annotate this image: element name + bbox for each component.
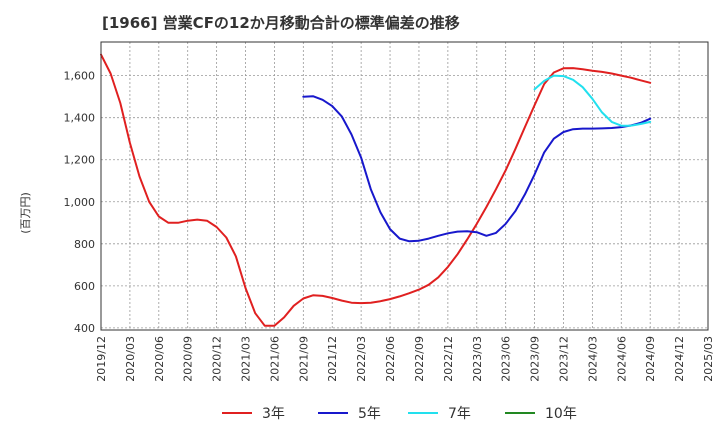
x-tick-label: 2023/12 <box>557 336 570 382</box>
y-tick-label: 600 <box>74 280 95 293</box>
x-tick-label: 2024/03 <box>586 336 599 382</box>
x-tick-label: 2021/09 <box>297 336 310 382</box>
legend-label: 3年 <box>262 406 285 422</box>
x-tick-label: 2022/03 <box>355 336 368 382</box>
x-tick-label: 2023/06 <box>500 336 513 382</box>
x-tick-label: 2021/03 <box>240 336 253 382</box>
legend-label: 7年 <box>448 406 471 422</box>
legend: 3年 5年 7年 10年 <box>222 406 577 422</box>
y-tick-label: 400 <box>74 322 95 335</box>
x-tick-label: 2021/06 <box>268 336 281 382</box>
y-axis-ticks: 400 600 800 1,000 1,200 1,400 1,600 <box>64 70 96 335</box>
series-line-3年 <box>100 53 652 327</box>
x-tick-label: 2023/03 <box>471 336 484 382</box>
series-line-7年 <box>533 74 652 127</box>
y-tick-label: 800 <box>74 238 95 251</box>
y-tick-label: 1,000 <box>64 196 96 209</box>
x-tick-label: 2021/12 <box>326 336 339 382</box>
x-axis-ticks: 2019/12 2020/03 2020/06 2020/09 2020/12 2021/… <box>95 336 715 382</box>
x-tick-label: 2022/12 <box>442 336 455 382</box>
x-tick-label: 2020/12 <box>211 336 224 382</box>
x-tick-label: 2024/09 <box>644 336 657 382</box>
y-tick-label: 1,200 <box>64 154 96 167</box>
legend-label: 5年 <box>358 406 381 422</box>
x-tick-label: 2023/09 <box>529 336 542 382</box>
x-tick-label: 2022/09 <box>413 336 426 382</box>
x-tick-label: 2019/12 <box>95 336 108 382</box>
x-tick-label: 2024/06 <box>615 336 628 382</box>
y-tick-label: 1,400 <box>64 112 96 125</box>
x-tick-label: 2020/03 <box>124 336 137 382</box>
x-tick-label: 2020/06 <box>153 336 166 382</box>
chart-title: [1966] 営業CFの12か月移動合計の標準偏差の推移 <box>102 14 460 32</box>
x-tick-label: 2025/03 <box>702 336 715 382</box>
x-tick-label: 2024/12 <box>673 336 686 382</box>
legend-label: 10年 <box>545 406 577 422</box>
plot-frame <box>100 41 709 331</box>
x-tick-label: 2020/09 <box>182 336 195 382</box>
series-line-5年 <box>302 95 652 243</box>
x-tick-label: 2022/06 <box>384 336 397 382</box>
series-lines <box>100 53 652 327</box>
y-tick-label: 1,600 <box>64 70 96 83</box>
grid <box>100 42 709 330</box>
